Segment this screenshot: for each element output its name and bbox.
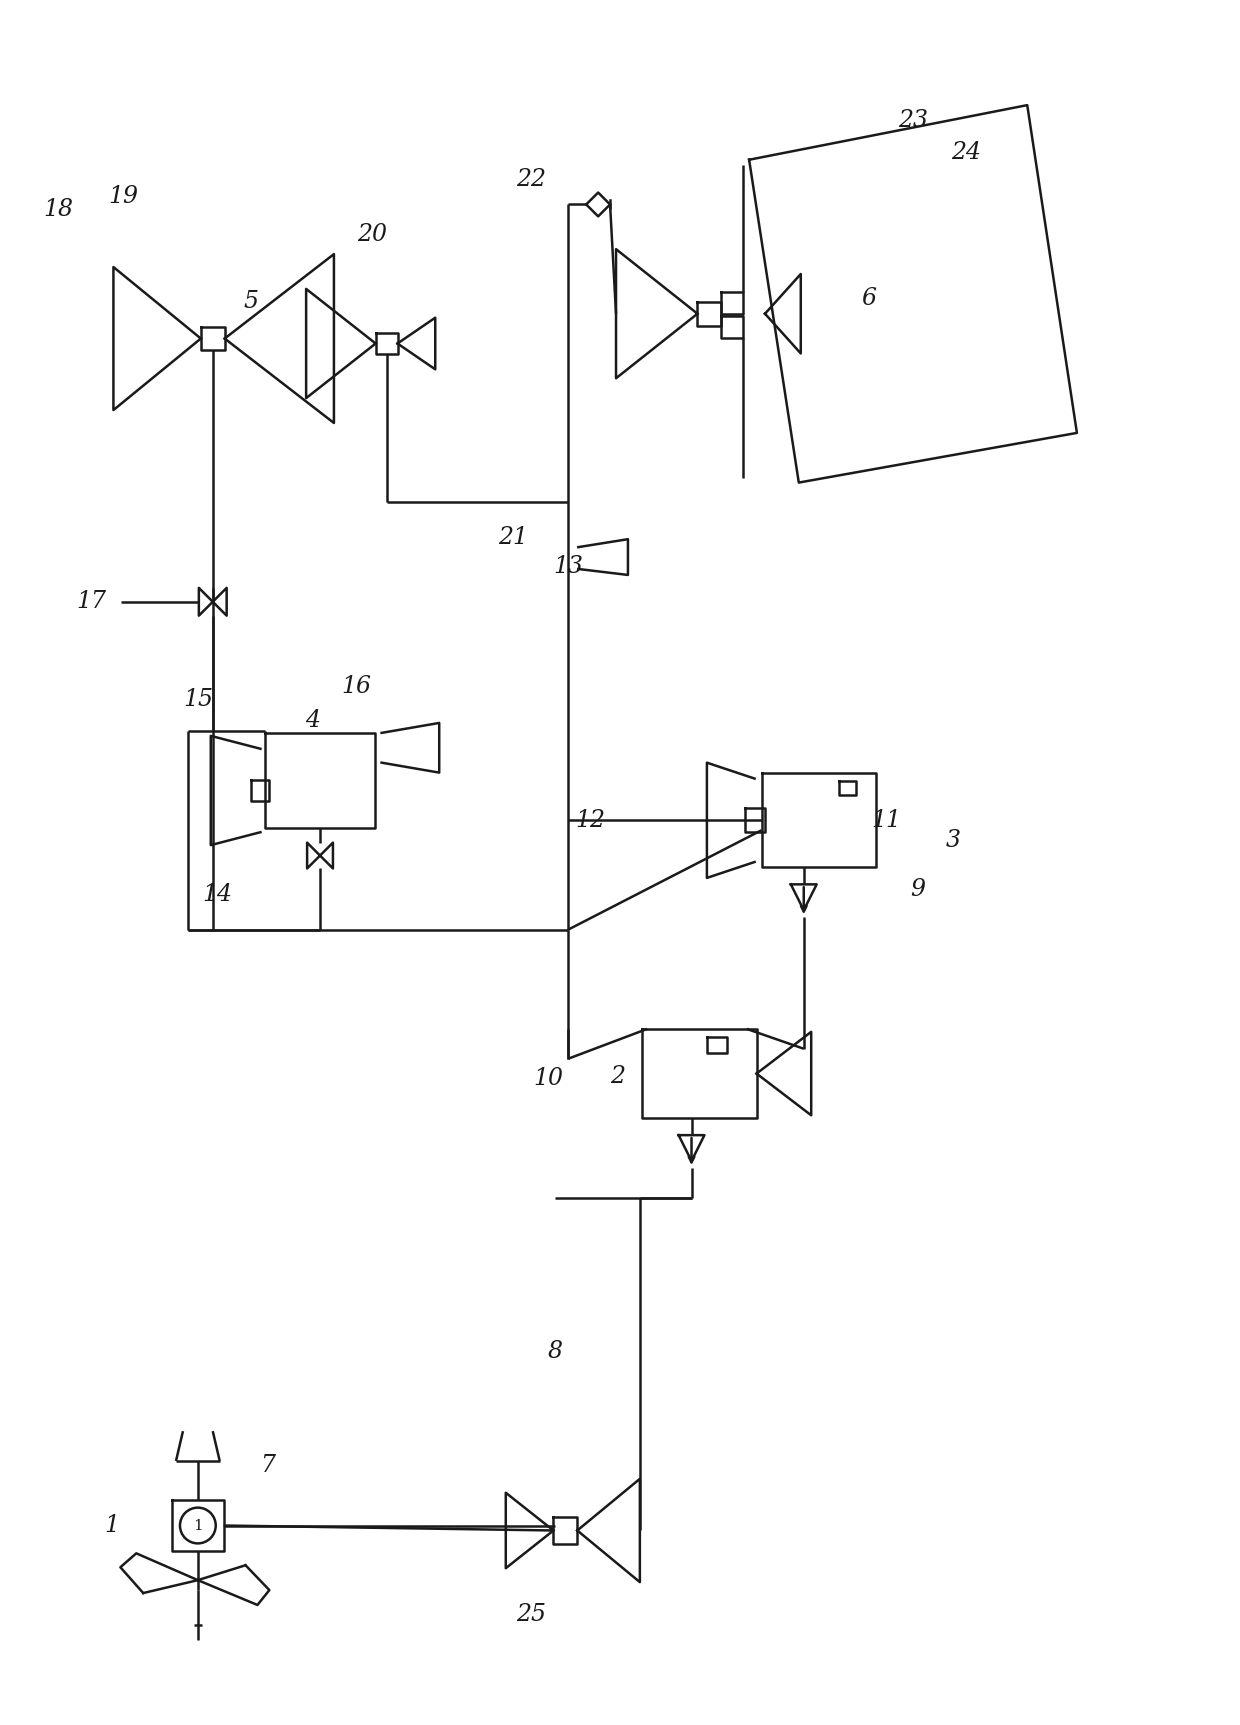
Text: 6: 6 (861, 288, 875, 310)
Text: 5: 5 (243, 290, 258, 314)
Text: 15: 15 (182, 688, 213, 711)
Text: 22: 22 (516, 167, 546, 191)
Text: 19: 19 (108, 185, 139, 209)
Text: 14: 14 (202, 883, 233, 906)
Text: 25: 25 (516, 1604, 546, 1627)
Text: 3: 3 (945, 828, 960, 852)
Text: 11: 11 (872, 809, 901, 831)
Text: 7: 7 (260, 1454, 275, 1477)
Text: 23: 23 (898, 109, 928, 131)
Text: 13: 13 (553, 555, 583, 578)
Text: 10: 10 (533, 1068, 563, 1090)
Text: 8: 8 (548, 1340, 563, 1363)
Text: 20: 20 (357, 223, 387, 245)
Text: 1: 1 (104, 1515, 119, 1537)
Text: 12: 12 (575, 809, 605, 831)
Text: 2: 2 (610, 1064, 625, 1088)
Text: 17: 17 (77, 590, 107, 614)
Text: 18: 18 (43, 198, 74, 221)
Text: 16: 16 (342, 674, 372, 697)
Text: 24: 24 (951, 141, 981, 164)
Text: 21: 21 (497, 526, 528, 549)
Text: 9: 9 (910, 878, 925, 902)
Text: 1: 1 (193, 1518, 202, 1532)
Text: 4: 4 (305, 709, 320, 733)
